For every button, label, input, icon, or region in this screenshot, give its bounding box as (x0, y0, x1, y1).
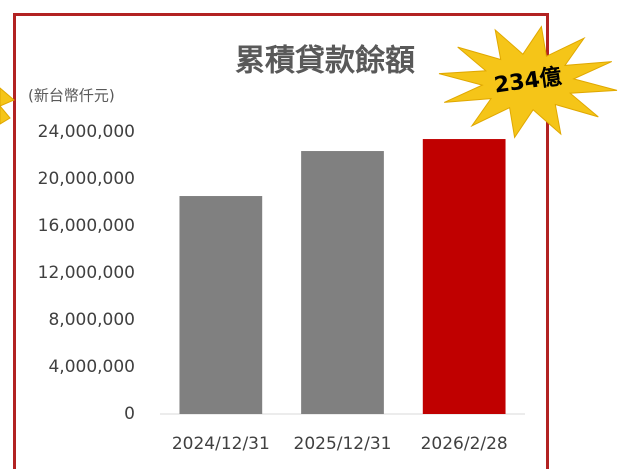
y-tick-label: 12,000,000 (38, 263, 135, 283)
star-shape (438, 25, 618, 139)
y-tick-label: 8,000,000 (48, 310, 135, 330)
x-tick-label: 2026/2/28 (421, 434, 508, 454)
chart-title: 累積貸款餘額 (235, 44, 415, 79)
y-tick-label: 16,000,000 (38, 216, 135, 236)
y-tick-label: 0 (124, 404, 135, 424)
bar (179, 196, 263, 414)
annotation-star: 234億 (438, 25, 618, 139)
star-partial (0, 87, 15, 125)
bar (301, 151, 384, 414)
bar (422, 139, 506, 415)
y-tick-label: 4,000,000 (48, 357, 135, 377)
y-axis-label: (新台幣仟元) (28, 87, 115, 105)
x-tick-label: 2025/12/31 (294, 434, 392, 454)
y-tick-label: 24,000,000 (38, 122, 135, 142)
x-tick-label: 2024/12/31 (172, 434, 270, 454)
y-tick-label: 20,000,000 (38, 169, 135, 189)
